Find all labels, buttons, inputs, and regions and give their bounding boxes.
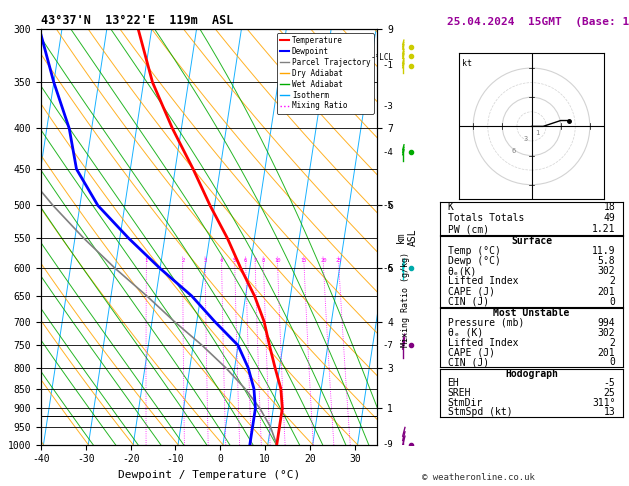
Text: 201: 201	[598, 287, 615, 296]
Text: -5: -5	[604, 378, 615, 388]
Text: -9: -9	[383, 440, 394, 449]
Text: CIN (J): CIN (J)	[448, 358, 489, 367]
Legend: Temperature, Dewpoint, Parcel Trajectory, Dry Adiabat, Wet Adiabat, Isotherm, Mi: Temperature, Dewpoint, Parcel Trajectory…	[277, 33, 374, 114]
Text: 302: 302	[598, 266, 615, 277]
Text: -1: -1	[383, 61, 394, 70]
Text: CAPE (J): CAPE (J)	[448, 347, 494, 358]
Text: Pressure (mb): Pressure (mb)	[448, 318, 524, 328]
Text: 6: 6	[512, 148, 516, 154]
Text: 201: 201	[598, 347, 615, 358]
Text: 25: 25	[604, 388, 615, 398]
Text: θₑ (K): θₑ (K)	[448, 328, 483, 338]
Text: CAPE (J): CAPE (J)	[448, 287, 494, 296]
Text: Mixing Ratio (g/kg): Mixing Ratio (g/kg)	[401, 252, 410, 347]
Text: 2: 2	[610, 338, 615, 347]
Text: StmSpd (kt): StmSpd (kt)	[448, 407, 512, 417]
Text: 25.04.2024  15GMT  (Base: 12): 25.04.2024 15GMT (Base: 12)	[447, 17, 629, 27]
Text: Lifted Index: Lifted Index	[448, 277, 518, 287]
Text: 49: 49	[604, 213, 615, 223]
Text: 18: 18	[604, 202, 615, 212]
Text: kt: kt	[462, 59, 472, 69]
Text: 5: 5	[233, 258, 237, 262]
Text: Lifted Index: Lifted Index	[448, 338, 518, 347]
Text: Totals Totals: Totals Totals	[448, 213, 524, 223]
Text: 11.9: 11.9	[592, 246, 615, 256]
Text: 7: 7	[253, 258, 257, 262]
Text: PW (cm): PW (cm)	[448, 224, 489, 234]
Text: 15: 15	[301, 258, 307, 262]
Text: 2: 2	[181, 258, 184, 262]
Text: 3: 3	[523, 136, 528, 142]
Text: 4: 4	[220, 258, 223, 262]
Text: 1.21: 1.21	[592, 224, 615, 234]
Text: 0: 0	[610, 358, 615, 367]
Text: CIN (J): CIN (J)	[448, 296, 489, 307]
Text: -6: -6	[383, 264, 394, 273]
Text: 1: 1	[535, 130, 540, 136]
Text: Dewp (°C): Dewp (°C)	[448, 256, 501, 266]
Text: 10: 10	[274, 258, 281, 262]
Text: Temp (°C): Temp (°C)	[448, 246, 501, 256]
Text: 311°: 311°	[592, 398, 615, 408]
Text: 0: 0	[610, 296, 615, 307]
Text: SREH: SREH	[448, 388, 471, 398]
Text: 6: 6	[244, 258, 247, 262]
Text: 2: 2	[610, 277, 615, 287]
X-axis label: Dewpoint / Temperature (°C): Dewpoint / Temperature (°C)	[118, 470, 300, 480]
Text: 3: 3	[204, 258, 207, 262]
Text: 8: 8	[262, 258, 265, 262]
Text: Hodograph: Hodograph	[505, 369, 558, 379]
Y-axis label: hPa: hPa	[0, 227, 2, 247]
Text: Surface: Surface	[511, 236, 552, 246]
Text: 43°37'N  13°22'E  119m  ASL: 43°37'N 13°22'E 119m ASL	[41, 14, 233, 27]
Text: 302: 302	[598, 328, 615, 338]
Text: 994: 994	[598, 318, 615, 328]
Text: StmDir: StmDir	[448, 398, 483, 408]
Text: Most Unstable: Most Unstable	[493, 308, 570, 318]
Text: -7: -7	[383, 341, 394, 350]
Text: 20: 20	[320, 258, 326, 262]
Text: -4: -4	[383, 148, 394, 157]
Text: 5.8: 5.8	[598, 256, 615, 266]
Text: 1: 1	[145, 258, 148, 262]
Text: -3: -3	[383, 102, 394, 111]
Y-axis label: km
ASL: km ASL	[396, 228, 418, 246]
Text: © weatheronline.co.uk: © weatheronline.co.uk	[421, 473, 535, 482]
Text: -¹LCL: -¹LCL	[370, 53, 394, 62]
Text: EH: EH	[448, 378, 459, 388]
Text: θₑ(K): θₑ(K)	[448, 266, 477, 277]
Text: -5: -5	[383, 201, 394, 210]
Text: K: K	[448, 202, 454, 212]
Text: 25: 25	[335, 258, 342, 262]
Text: 13: 13	[604, 407, 615, 417]
